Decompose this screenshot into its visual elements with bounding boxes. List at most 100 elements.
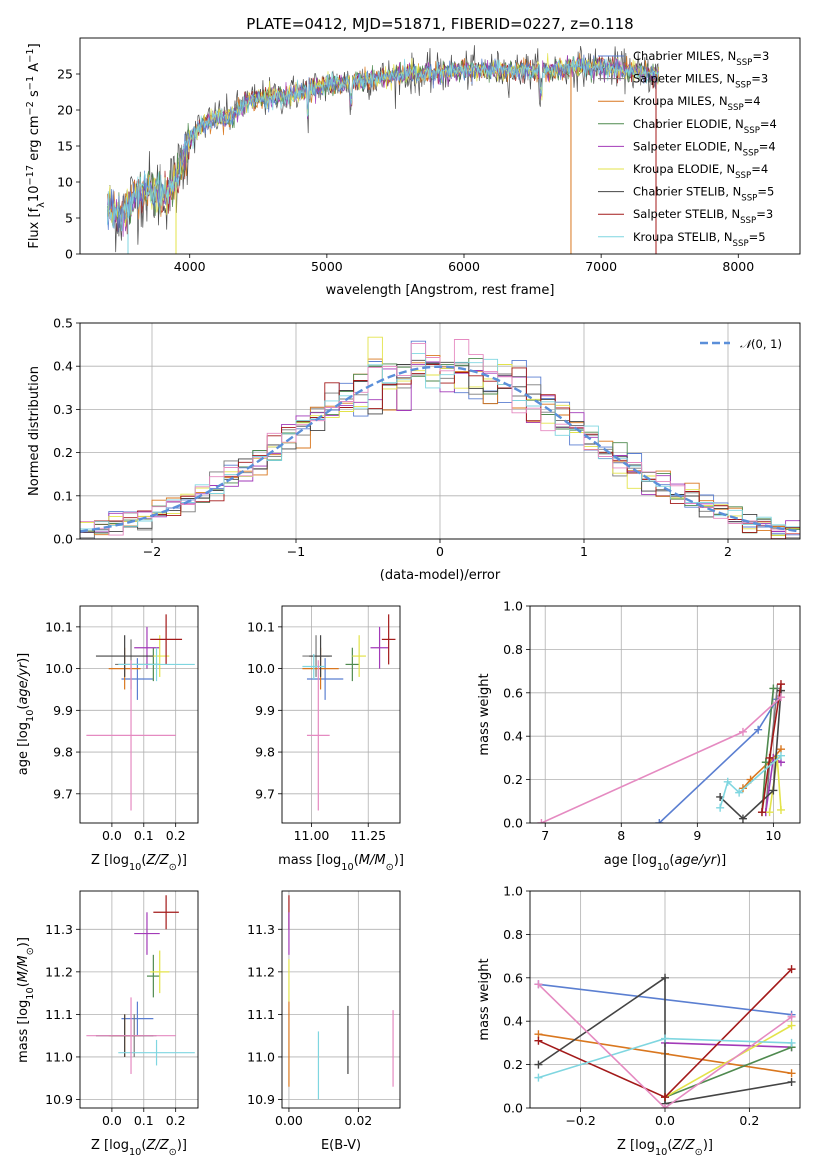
- y-tick-label: 10.9: [247, 1092, 275, 1107]
- y-tick-label: 0.6: [503, 685, 523, 700]
- weight-marker: [661, 1104, 669, 1108]
- weight-line: [719, 690, 782, 820]
- x-tick-label: 6000: [448, 259, 480, 274]
- y-tick-label: 11.1: [45, 1007, 73, 1022]
- weight-marker: [776, 680, 785, 689]
- y-tick-label: 10.1: [247, 619, 275, 634]
- x-tick-label: 10: [765, 828, 781, 843]
- y-axis-label: mass [log10(M/M⊙)]: [16, 937, 36, 1063]
- axes-frame: [79, 322, 801, 540]
- y-tick-label: 0.1: [53, 488, 73, 503]
- y-tick-label: 0.4: [503, 1014, 523, 1029]
- x-tick-label: −1: [287, 544, 305, 559]
- x-tick-label: 5000: [311, 259, 343, 274]
- y-tick-label: 0.3: [53, 402, 73, 417]
- y-tick-label: 9.8: [255, 745, 275, 760]
- axes-frame: [281, 605, 401, 824]
- y-tick-label: 0.2: [503, 1057, 523, 1072]
- weight-line: [719, 755, 782, 809]
- weight-marker: [776, 693, 785, 702]
- plot-area: [86, 895, 195, 1074]
- histogram-step: [80, 353, 800, 530]
- legend-label: Salpeter ELODIE, NSSP=4: [633, 139, 776, 158]
- x-tick-label: 0.0: [102, 828, 122, 843]
- plot-area: [288, 895, 394, 1100]
- weight-marker: [534, 980, 543, 989]
- weight-marker: [716, 803, 725, 812]
- weight-marker: [787, 1077, 796, 1086]
- weight-marker: [787, 1069, 796, 1078]
- x-tick-label: 2: [724, 544, 732, 559]
- weight-marker: [754, 725, 763, 734]
- weight-line: [742, 748, 782, 789]
- weight-marker: [534, 1060, 543, 1069]
- weight-marker: [661, 1093, 669, 1102]
- gaussian-curve: [80, 365, 800, 533]
- y-tick-label: 5: [65, 211, 73, 226]
- x-axis-label: mass [log10(M/M⊙)]: [278, 853, 404, 873]
- y-tick-label: 0.0: [503, 1101, 523, 1116]
- x-tick-label: 7000: [585, 259, 617, 274]
- legend-label: Chabrier MILES, NSSP=3: [633, 49, 769, 68]
- weight-line: [664, 1024, 792, 1098]
- plot-area: [302, 614, 396, 811]
- y-tick-label: 0: [65, 247, 73, 262]
- y-tick-label: 20: [57, 103, 73, 118]
- weight-marker: [765, 808, 774, 817]
- plot-area: [537, 680, 785, 823]
- plot-area: [534, 965, 796, 1108]
- residuals-panel: −2 −1 0 1 2 0.0 0.1 0.2 0.3 0.4 0.5 𝒩(0, 1) (data-mo…: [27, 316, 801, 583]
- legend-label: 𝒩(0, 1): [740, 337, 782, 351]
- y-tick-label: 0.8: [503, 642, 523, 657]
- weight-marker: [534, 1073, 543, 1082]
- legend-label: Chabrier STELIB, NSSP=5: [633, 185, 774, 204]
- y-tick-label: 11.2: [247, 964, 275, 979]
- x-tick-label: 8000: [722, 259, 754, 274]
- y-tick-label: 25: [57, 67, 73, 82]
- y-axis-label: mass weight: [477, 958, 492, 1040]
- weight-marker: [776, 751, 785, 760]
- weight-vs-metallicity-panel: −0.2 0.0 0.2 0.0 0.2 0.4 0.6 0.8 1.0 mass weight Z…: [477, 884, 801, 1158]
- axes-frame: [79, 37, 801, 255]
- weight-marker: [769, 684, 778, 693]
- weight-line: [664, 1046, 792, 1098]
- x-tick-label: 0.0: [655, 1113, 675, 1128]
- weight-line: [537, 983, 793, 1108]
- y-tick-label: 0.8: [503, 927, 523, 942]
- x-tick-label: 9: [693, 828, 701, 843]
- x-tick-label: 0.1: [134, 828, 154, 843]
- x-tick-label: 0.1: [134, 1113, 154, 1128]
- weight-marker: [787, 1021, 796, 1030]
- y-tick-label: 0.0: [53, 532, 73, 547]
- legend-label: Salpeter MILES, NSSP=3: [633, 72, 768, 91]
- spectrum-line: [107, 56, 660, 231]
- weight-marker: [757, 808, 766, 817]
- plot-area: [80, 336, 800, 539]
- y-tick-label: 9.9: [255, 703, 275, 718]
- x-tick-label: −2: [143, 544, 161, 559]
- weight-marker: [537, 819, 546, 823]
- y-tick-label: 10.0: [247, 661, 275, 676]
- mass-vs-ebv-panel: 0.00 0.02 10.9 11.0 11.1 11.2 11.3 E(B-V): [247, 890, 401, 1153]
- y-tick-label: 11.0: [247, 1049, 275, 1064]
- age-vs-mass-panel: 11.00 11.25 9.7 9.8 9.9 10.0 10.1 mass [log10(M…: [247, 605, 404, 873]
- y-tick-label: 10: [57, 175, 73, 190]
- weight-marker: [735, 788, 744, 797]
- axes-frame: [529, 605, 801, 824]
- weight-marker: [661, 973, 669, 982]
- weight-marker: [655, 819, 664, 823]
- y-tick-label: 0.2: [53, 445, 73, 460]
- y-tick-label: 11.2: [45, 964, 73, 979]
- y-tick-label: 11.0: [45, 1049, 73, 1064]
- x-tick-label: 11.25: [350, 828, 386, 843]
- weight-line: [664, 1042, 792, 1048]
- spectrum-line: [107, 45, 660, 253]
- y-tick-label: 0.6: [503, 970, 523, 985]
- x-tick-label: 0.00: [275, 1113, 303, 1128]
- x-axis-label: Z [log10(Z/Z⊙)]: [91, 1138, 187, 1158]
- x-axis-label: Z [log10(Z/Z⊙)]: [91, 853, 187, 873]
- legend: Chabrier MILES, NSSP=3 Salpeter MILES, NS…: [598, 49, 777, 249]
- y-axis-label: Flux [fλ10−17 erg cm−2 s−1 A−1]: [25, 43, 47, 248]
- histogram-step: [80, 339, 800, 536]
- y-axis-label: mass weight: [477, 673, 492, 755]
